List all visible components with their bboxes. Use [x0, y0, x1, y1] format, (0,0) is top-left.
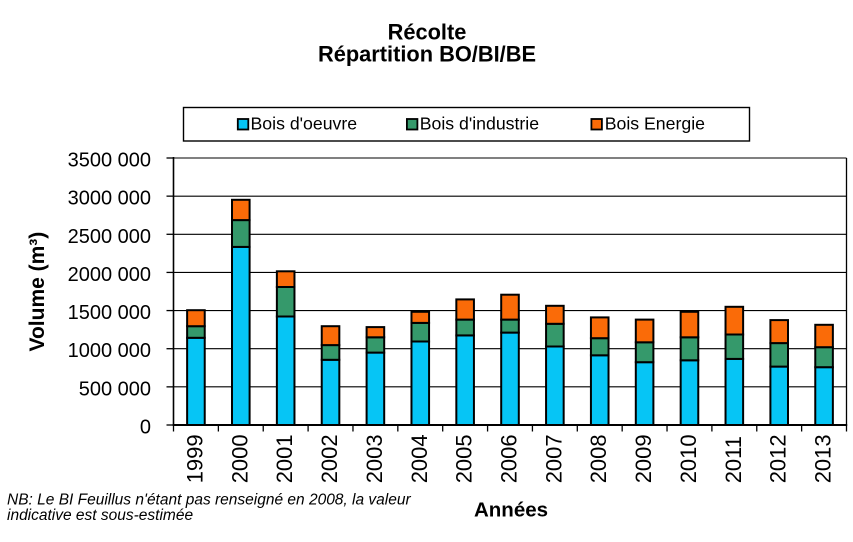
svg-text:3500 000: 3500 000 [68, 150, 151, 172]
svg-text:Bois d'industrie: Bois d'industrie [420, 113, 540, 133]
svg-text:Bois d'oeuvre: Bois d'oeuvre [251, 113, 358, 133]
svg-text:2007: 2007 [541, 434, 566, 483]
svg-text:2004: 2004 [407, 434, 432, 483]
svg-text:Répartition BO/BI/BE: Répartition BO/BI/BE [318, 41, 536, 66]
svg-text:500 000: 500 000 [79, 378, 151, 400]
svg-text:1000 000: 1000 000 [68, 340, 151, 362]
svg-text:Récolte: Récolte [388, 20, 467, 45]
svg-text:2003: 2003 [362, 434, 387, 483]
svg-text:2002: 2002 [317, 434, 342, 483]
svg-text:2000: 2000 [227, 434, 252, 483]
svg-text:2005: 2005 [452, 434, 477, 483]
svg-text:2009: 2009 [631, 434, 656, 483]
svg-text:2006: 2006 [497, 434, 522, 483]
svg-text:2013: 2013 [811, 434, 836, 483]
svg-text:3000 000: 3000 000 [68, 188, 151, 210]
svg-text:2011: 2011 [721, 436, 746, 483]
svg-text:0: 0 [140, 417, 151, 439]
svg-text:2008: 2008 [586, 434, 611, 483]
svg-text:1500 000: 1500 000 [68, 302, 151, 324]
svg-text:NB: Le BI Feuillus n'étant pas: NB: Le BI Feuillus n'étant pas renseigné… [7, 492, 411, 509]
svg-text:Bois Energie: Bois Energie [605, 113, 705, 133]
svg-text:2012: 2012 [766, 434, 791, 483]
svg-text:2010: 2010 [676, 434, 701, 483]
svg-text:1999: 1999 [182, 434, 207, 483]
svg-text:2001: 2001 [272, 434, 297, 483]
svg-text:indicative est sous-estimée: indicative est sous-estimée [7, 507, 193, 524]
svg-text:Volume (m³): Volume (m³) [26, 232, 49, 352]
svg-text:2500 000: 2500 000 [68, 226, 151, 248]
svg-text:2000 000: 2000 000 [68, 264, 151, 286]
svg-text:Années: Années [474, 498, 548, 521]
